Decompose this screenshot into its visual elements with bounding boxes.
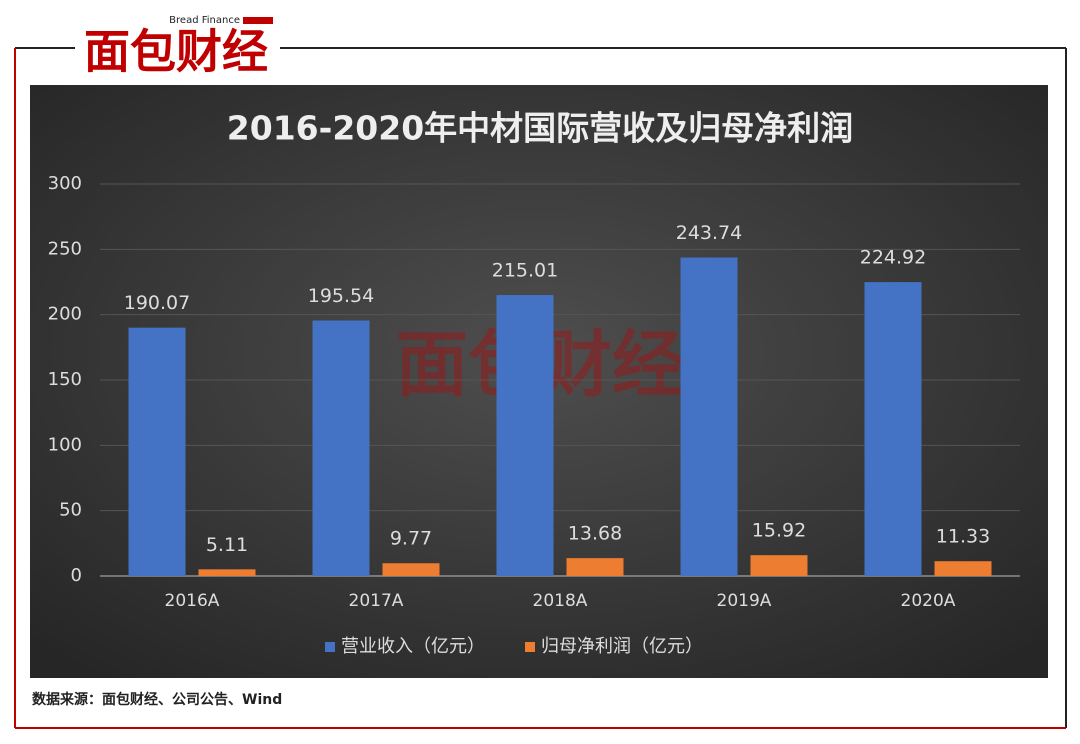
legend-swatch: [325, 642, 335, 652]
value-label: 195.54: [308, 285, 374, 307]
bar: [198, 569, 256, 576]
legend-label: 归母净利润（亿元）: [541, 636, 703, 657]
x-tick-label: 2020A: [901, 591, 956, 611]
value-label: 9.77: [390, 528, 432, 550]
bar: [566, 558, 624, 576]
value-label: 190.07: [124, 292, 190, 314]
y-tick-label: 150: [48, 369, 82, 390]
source: 数据来源：面包财经、公司公告、Wind: [32, 691, 282, 708]
logo-en: Bread Finance: [169, 15, 240, 26]
y-tick-label: 100: [48, 434, 82, 455]
bar: [382, 563, 440, 576]
value-label: 11.33: [936, 526, 990, 548]
x-tick-label: 2017A: [349, 591, 404, 611]
logo-bar: [243, 17, 273, 24]
y-tick-label: 50: [59, 500, 82, 521]
y-tick-label: 250: [48, 238, 82, 259]
legend-swatch: [525, 642, 535, 652]
bar: [128, 327, 186, 576]
x-tick-label: 2019A: [717, 591, 772, 611]
bar: [934, 561, 992, 576]
y-tick-label: 200: [48, 304, 82, 325]
logo: 面包财经: [84, 25, 268, 79]
value-label: 5.11: [206, 534, 248, 556]
bar: [496, 295, 554, 576]
value-label: 13.68: [568, 523, 622, 545]
value-label: 224.92: [860, 247, 926, 269]
x-tick-label: 2018A: [533, 591, 588, 611]
x-tick-label: 2016A: [165, 591, 220, 611]
y-tick-label: 300: [48, 173, 82, 194]
bar: [680, 257, 738, 576]
chart-title: 2016-2020年中材国际营收及归母净利润: [227, 109, 853, 148]
bar: [864, 282, 922, 576]
bar: [312, 320, 370, 576]
value-label: 15.92: [752, 520, 806, 542]
y-tick-label: 0: [71, 565, 82, 586]
value-label: 215.01: [492, 260, 558, 282]
bar: [750, 555, 808, 576]
legend-label: 营业收入（亿元）: [341, 636, 485, 657]
value-label: 243.74: [676, 222, 742, 244]
